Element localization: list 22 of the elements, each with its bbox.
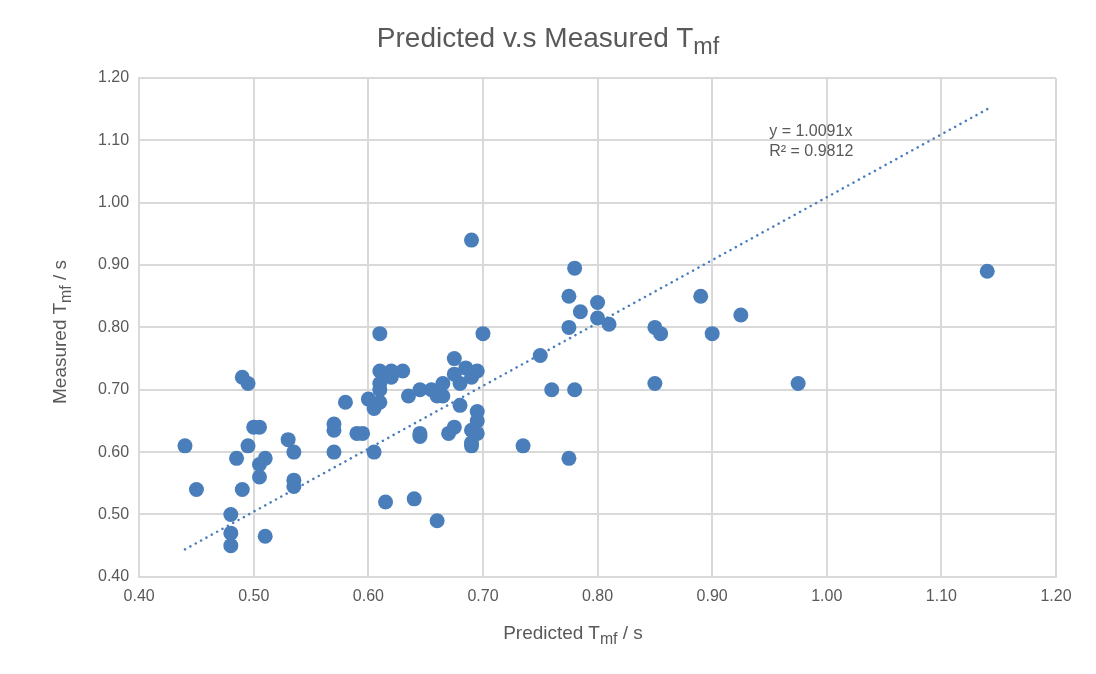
annotation: R² = 0.9812 bbox=[769, 141, 854, 159]
x-tick-label: 1.10 bbox=[925, 586, 958, 604]
x-tick-label: 0.80 bbox=[582, 586, 614, 604]
y-tick-label: 1.20 bbox=[98, 68, 130, 86]
y-tick-label: 0.90 bbox=[98, 255, 130, 273]
y-tick-label: 0.60 bbox=[98, 442, 130, 460]
x-tick-label: 1.20 bbox=[1040, 586, 1072, 604]
chart-title: Predicted v.s Measured T$_{mf}$ bbox=[375, 22, 721, 60]
y-tick-label: 1.10 bbox=[98, 130, 130, 148]
y-tick-label: 0.70 bbox=[98, 380, 130, 398]
y-tick-label: 0.80 bbox=[98, 317, 130, 335]
y-tick-label: 0.50 bbox=[98, 504, 130, 522]
x-axis-title: Predicted T$_{mf}$ / s bbox=[502, 622, 644, 648]
x-tick-label: 0.60 bbox=[352, 586, 385, 604]
x-tick-label: 0.70 bbox=[467, 586, 499, 604]
x-tick-label: 0.50 bbox=[238, 586, 270, 604]
x-tick-label: 0.90 bbox=[696, 586, 728, 604]
y-tick-label: 0.40 bbox=[98, 567, 130, 585]
x-tick-label: 0.40 bbox=[123, 586, 155, 604]
annotation: y = 1.0091x bbox=[769, 121, 853, 139]
x-tick-label: 1.00 bbox=[811, 586, 843, 604]
y-tick-label: 1.00 bbox=[98, 193, 130, 211]
